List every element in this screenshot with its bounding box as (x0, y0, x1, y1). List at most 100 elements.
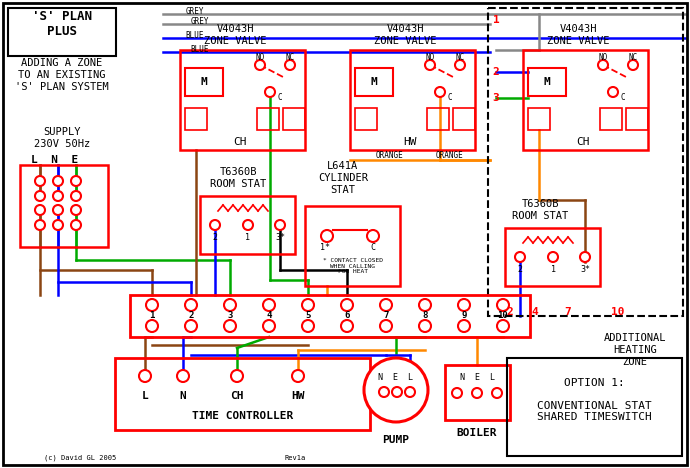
Circle shape (177, 370, 189, 382)
Bar (185, 108, 207, 130)
Text: BLUE: BLUE (190, 44, 209, 53)
Text: * CONTACT CLOSED
WHEN CALLING
FOR HEAT: * CONTACT CLOSED WHEN CALLING FOR HEAT (323, 258, 383, 274)
Text: GREY: GREY (186, 7, 204, 15)
Bar (350, 50, 475, 150)
Circle shape (598, 60, 608, 70)
Circle shape (458, 299, 470, 311)
Bar (488, 8, 683, 316)
Circle shape (302, 320, 314, 332)
Text: Rev1a: Rev1a (284, 455, 306, 461)
Text: TIME CONTROLLER: TIME CONTROLLER (193, 411, 294, 421)
Circle shape (364, 358, 428, 422)
Text: 10: 10 (497, 310, 509, 320)
Text: 2: 2 (506, 307, 513, 317)
Text: GREY: GREY (190, 16, 209, 25)
Circle shape (71, 191, 81, 201)
Text: 4: 4 (266, 310, 272, 320)
Bar (257, 108, 279, 130)
Circle shape (53, 205, 63, 215)
Text: NC: NC (629, 53, 638, 63)
Text: N  E  L: N E L (460, 373, 495, 381)
Bar (8, 8, 116, 56)
Circle shape (185, 320, 197, 332)
Text: 2: 2 (493, 67, 500, 77)
Text: 1: 1 (551, 265, 555, 275)
Circle shape (35, 176, 45, 186)
Circle shape (458, 320, 470, 332)
Text: C: C (621, 94, 625, 102)
Bar (115, 358, 370, 430)
Text: 3*: 3* (580, 265, 590, 275)
Circle shape (548, 252, 558, 262)
Bar (523, 50, 648, 150)
Text: NO: NO (255, 53, 265, 63)
Circle shape (455, 60, 465, 70)
Circle shape (210, 220, 220, 230)
Text: CH: CH (230, 391, 244, 401)
Text: L  N  E: L N E (31, 155, 79, 165)
Text: ORANGE: ORANGE (436, 152, 464, 161)
Bar (355, 68, 393, 96)
Text: 10: 10 (611, 307, 624, 317)
Bar (427, 108, 449, 130)
Text: 2: 2 (213, 234, 217, 242)
Circle shape (71, 205, 81, 215)
Circle shape (419, 320, 431, 332)
Text: N: N (179, 391, 186, 401)
Circle shape (35, 191, 45, 201)
Text: BLUE: BLUE (186, 30, 204, 39)
Circle shape (392, 387, 402, 397)
Text: V4043H
ZONE VALVE: V4043H ZONE VALVE (204, 24, 266, 46)
Circle shape (405, 387, 415, 397)
Text: 3: 3 (227, 310, 233, 320)
Text: 1: 1 (149, 310, 155, 320)
Text: SUPPLY
230V 50Hz: SUPPLY 230V 50Hz (34, 127, 90, 149)
Text: ADDING A ZONE
TO AN EXISTING
'S' PLAN SYSTEM: ADDING A ZONE TO AN EXISTING 'S' PLAN SY… (15, 58, 109, 92)
Text: 8: 8 (422, 310, 428, 320)
Circle shape (285, 60, 295, 70)
Circle shape (580, 252, 590, 262)
Circle shape (224, 320, 236, 332)
Circle shape (139, 370, 151, 382)
Text: 3: 3 (493, 93, 500, 103)
Circle shape (497, 320, 509, 332)
Bar (528, 108, 550, 130)
Circle shape (628, 60, 638, 70)
Circle shape (35, 205, 45, 215)
Circle shape (292, 370, 304, 382)
Text: L: L (141, 391, 148, 401)
Circle shape (452, 388, 462, 398)
Circle shape (492, 388, 502, 398)
Circle shape (275, 220, 285, 230)
Circle shape (435, 87, 445, 97)
Text: N  E  L: N E L (379, 373, 413, 382)
Text: 7: 7 (384, 310, 388, 320)
Text: M: M (371, 77, 377, 87)
Bar (130, 295, 530, 337)
Text: OPTION 1:

CONVENTIONAL STAT
SHARED TIMESWITCH: OPTION 1: CONVENTIONAL STAT SHARED TIMES… (537, 378, 651, 423)
Circle shape (231, 370, 243, 382)
Circle shape (608, 87, 618, 97)
Bar (507, 358, 682, 456)
Text: NO: NO (425, 53, 435, 63)
Text: PUMP: PUMP (382, 435, 409, 445)
Text: T6360B
ROOM STAT: T6360B ROOM STAT (512, 199, 568, 221)
Circle shape (497, 299, 509, 311)
Text: 3*: 3* (275, 234, 285, 242)
Text: HW: HW (291, 391, 305, 401)
Text: L641A
CYLINDER
STAT: L641A CYLINDER STAT (318, 161, 368, 195)
Circle shape (472, 388, 482, 398)
Text: C: C (371, 243, 375, 253)
Circle shape (341, 320, 353, 332)
Bar (20, 165, 108, 247)
Bar (445, 365, 510, 420)
Text: 1: 1 (246, 234, 250, 242)
Circle shape (419, 299, 431, 311)
Text: M: M (544, 77, 551, 87)
Circle shape (243, 220, 253, 230)
Circle shape (263, 320, 275, 332)
Bar (600, 108, 622, 130)
Text: NC: NC (286, 53, 295, 63)
Bar (200, 196, 295, 254)
Bar (180, 50, 305, 150)
